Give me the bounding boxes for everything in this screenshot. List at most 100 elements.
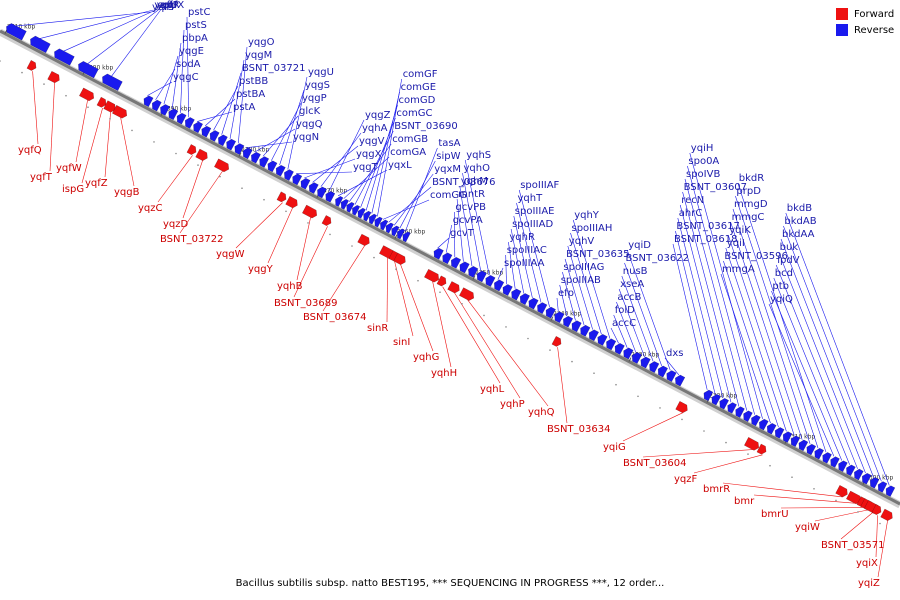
gene-arrow (26, 59, 37, 71)
reverse-leader-line (773, 277, 850, 465)
forward-leader-line (157, 155, 193, 203)
guide-dot (307, 222, 309, 224)
reverse-gene-label: yqiQ (770, 294, 793, 305)
forward-leader-line (753, 494, 855, 504)
reverse-gene-label: comGG (430, 190, 467, 201)
forward-gene-label: yqfW (56, 163, 82, 174)
guide-dot (505, 326, 507, 328)
reverse-gene-label: spoIVB (686, 169, 720, 180)
guide-dot (329, 233, 331, 236)
reverse-leader-line (618, 288, 645, 357)
reverse-gene-label: spoIIIAD (512, 219, 553, 230)
reverse-leader-line (564, 258, 585, 326)
reverse-gene-label: folD (615, 305, 635, 316)
forward-gene-label: sinI (393, 337, 410, 348)
guide-dot (681, 418, 683, 421)
gene-arrow (798, 439, 809, 452)
gene-arrow (267, 160, 278, 173)
reverse-leader-line (510, 228, 525, 294)
reverse-leader-line (196, 111, 233, 122)
reverse-leader-line (254, 128, 296, 153)
reverse-leader-line (445, 224, 452, 253)
forward-gene-label: yqiG (603, 442, 626, 453)
reverse-leader-line (204, 98, 236, 127)
reverse-leader-line (312, 145, 359, 183)
reverse-gene-label: bcd (775, 268, 793, 279)
forward-gene-label: yqzD (163, 219, 189, 230)
reverse-leader-line (365, 104, 398, 211)
reverse-gene-label: glcK (299, 106, 321, 117)
gene-arrow (657, 365, 669, 378)
reverse-gene-label: mmgA (722, 264, 755, 275)
reverse-leader-line (213, 85, 239, 131)
reverse-gene-label: spoIIIAE (515, 206, 555, 217)
reverse-gene-label: yqiI (727, 238, 745, 249)
reverse-gene-label: yqfS (152, 2, 174, 13)
reverse-leader-line (664, 357, 680, 376)
reverse-leader-line (518, 189, 550, 308)
reverse-gene-label: BSNT_03676 (432, 177, 495, 188)
reverse-gene-label: pstA (233, 102, 255, 113)
reverse-gene-label: yqfU (154, 0, 177, 11)
forward-leader-line (322, 245, 365, 312)
reverse-gene-label: BSNT_03618 (674, 234, 737, 245)
reverse-leader-line (689, 152, 763, 419)
reverse-gene-label: gcvPB (455, 202, 486, 213)
reverse-leader-line (785, 212, 890, 486)
gene-arrow (846, 464, 856, 477)
reverse-leader-line (320, 132, 362, 187)
forward-leader-line (454, 292, 521, 399)
legend-item-reverse: Reverse (836, 24, 898, 36)
forward-gene-label: yqhH (431, 368, 457, 379)
reverse-gene-label: yqgU (308, 67, 334, 78)
guide-dot (219, 175, 221, 178)
guide-dot (153, 141, 155, 143)
reverse-leader-line (87, 9, 159, 65)
reverse-leader-line (679, 204, 732, 403)
gene-arrow (54, 48, 75, 66)
guide-dot (461, 303, 463, 305)
gene-arrow (213, 158, 230, 173)
reverse-gene-label: BSNT_03607 (684, 182, 747, 193)
forward-gene-label: yqzC (138, 203, 163, 214)
gene-arrow (606, 338, 617, 351)
forward-leader-line (642, 449, 753, 458)
reverse-gene-label: nusB (623, 266, 648, 277)
reverse-gene-label: bkdAA (782, 229, 815, 240)
gene-arrow (782, 431, 793, 443)
gene-arrow (321, 215, 332, 226)
tick-label: 2410 kbp (7, 24, 35, 31)
forward-leader-line (104, 112, 111, 178)
gene-arrow (317, 186, 328, 199)
forward-leader-line (780, 507, 863, 509)
reverse-leader-line (180, 29, 185, 113)
reverse-gene-label: pstS (185, 20, 207, 31)
reverse-leader-line (360, 117, 396, 208)
gene-arrow (96, 96, 107, 108)
reverse-leader-line (229, 59, 245, 140)
gene-arrow (580, 324, 591, 337)
guide-dot (285, 210, 287, 213)
gene-arrow (743, 436, 760, 451)
reverse-gene-label: yqgQ (296, 119, 323, 130)
gene-arrow (340, 199, 350, 210)
reverse-leader-line (221, 72, 242, 135)
gene-arrow (275, 164, 286, 177)
reverse-gene-label: yqgM (245, 50, 272, 61)
reverse-leader-line (516, 202, 542, 303)
reverse-gene-label: gcvPA (453, 215, 483, 226)
forward-gene-label: yqiZ (858, 578, 880, 589)
forward-gene-label: BSNT_03722 (160, 234, 223, 245)
gene-arrow (554, 311, 565, 324)
gene-arrow (458, 287, 475, 301)
gene-arrow (751, 414, 761, 427)
strand-legend: Forward Reverse (836, 8, 898, 40)
guide-dot (109, 118, 111, 120)
gene-arrow (528, 297, 539, 310)
reverse-leader-line (405, 147, 438, 232)
reverse-leader-line (456, 198, 464, 262)
reverse-leader-line (684, 178, 748, 411)
legend-label: Reverse (854, 24, 895, 36)
forward-gene-label: yqgW (216, 249, 245, 260)
forward-leader-line (235, 202, 283, 249)
